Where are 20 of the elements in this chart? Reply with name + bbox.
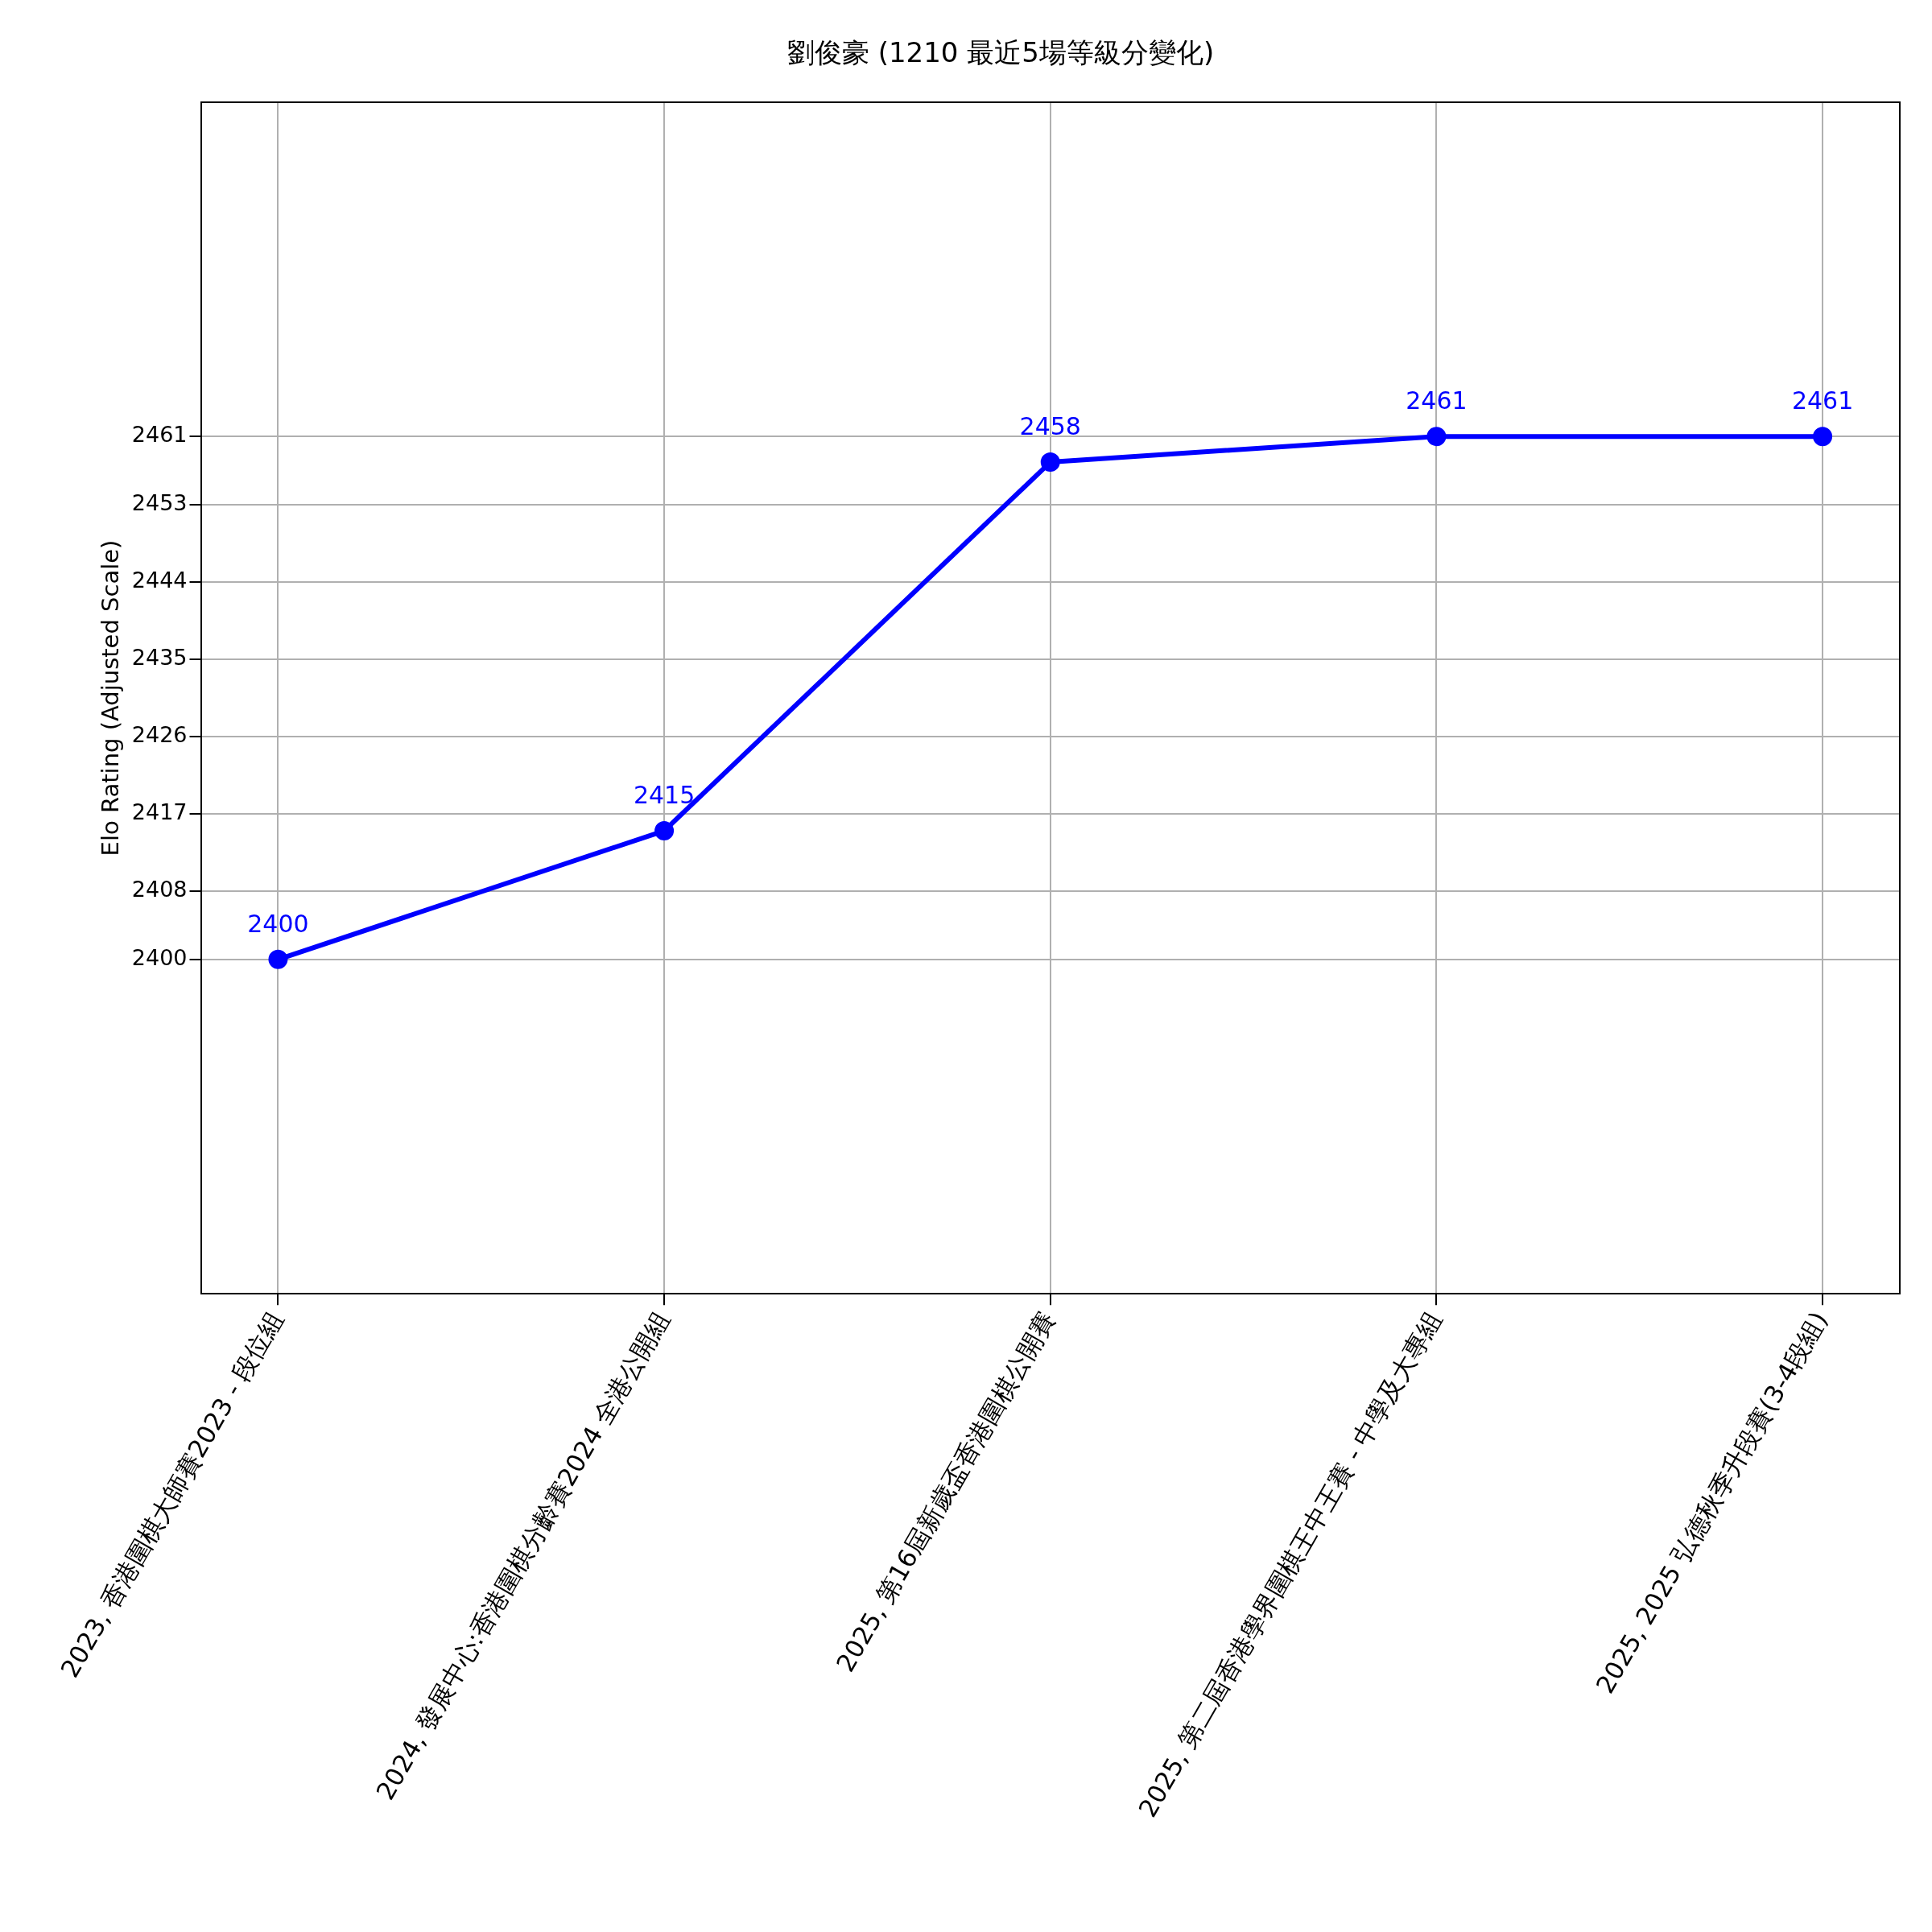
data-label: 2461 [1406, 386, 1468, 415]
y-tick-label: 2408 [131, 876, 188, 902]
point [268, 949, 288, 969]
data-label: 2458 [1019, 411, 1081, 440]
y-tick-label: 2400 [131, 944, 188, 970]
data-label: 2461 [1791, 386, 1854, 415]
point [1813, 427, 1833, 447]
data-label: 2400 [247, 909, 309, 938]
data-label: 2415 [633, 780, 696, 809]
y-tick-label: 2426 [131, 721, 188, 747]
point [1426, 427, 1447, 447]
y-tick-label: 2417 [131, 799, 188, 824]
y-tick-label: 2453 [131, 490, 188, 516]
point [1040, 452, 1060, 473]
chart-title: 劉俊豪 (1210 最近5場等級分變化) [786, 36, 1215, 69]
y-tick-label: 2444 [131, 568, 188, 593]
point [654, 821, 675, 841]
y-tick-label: 2435 [131, 645, 188, 671]
y-tick-label: 2461 [131, 422, 188, 448]
y-axis-title: Elo Rating (Adjusted Scale) [96, 539, 124, 857]
